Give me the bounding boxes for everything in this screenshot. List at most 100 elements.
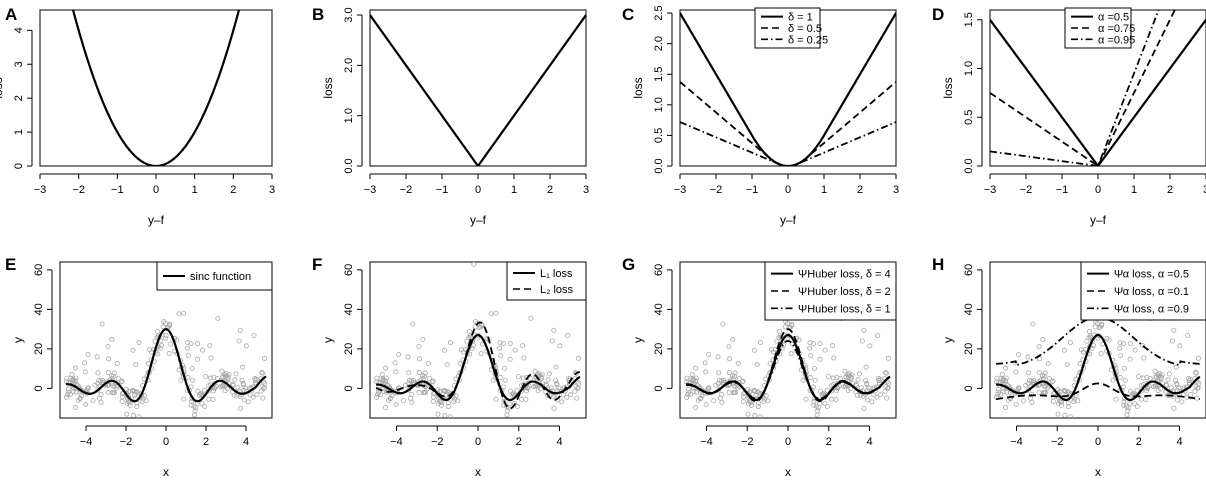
x-tick-label: −2	[1020, 184, 1033, 196]
data-point	[1013, 369, 1019, 375]
data-point	[753, 393, 759, 399]
x-tick-label: −4	[700, 436, 713, 448]
data-point	[1001, 388, 1007, 394]
data-point	[505, 408, 511, 414]
data-point	[834, 374, 840, 380]
series-lines	[375, 321, 581, 410]
data-point	[726, 369, 732, 375]
data-point	[90, 398, 96, 404]
data-point	[1041, 383, 1047, 389]
series-lines	[686, 328, 891, 403]
data-point	[250, 394, 256, 400]
data-point	[374, 394, 380, 400]
data-point	[232, 377, 238, 383]
data-point	[574, 395, 580, 401]
data-point	[860, 393, 866, 399]
data-point	[573, 370, 579, 376]
x-tick-label: 4	[1176, 436, 1182, 448]
data-point	[1084, 338, 1090, 344]
y-tick-label: 20	[653, 343, 665, 355]
plot-frame	[39, 9, 273, 167]
data-point	[109, 336, 115, 342]
data-point	[1179, 399, 1185, 405]
data-point	[207, 375, 213, 381]
data-point	[1003, 378, 1009, 384]
data-point	[1003, 365, 1009, 371]
data-point	[95, 370, 101, 376]
data-point	[565, 333, 571, 339]
y-tick-label: 1.5	[653, 67, 665, 82]
data-point	[110, 383, 116, 389]
data-point	[71, 388, 77, 394]
data-point	[68, 376, 74, 382]
data-point	[885, 355, 891, 361]
x-tick-label: 4	[866, 436, 872, 448]
data-point	[514, 387, 520, 393]
data-point	[564, 394, 570, 400]
data-point	[519, 396, 525, 402]
data-point	[251, 333, 257, 339]
y-tick-label: 1.0	[343, 108, 355, 123]
x-tick-label: 0	[475, 436, 481, 448]
data-point	[115, 375, 121, 381]
data-point	[713, 382, 719, 388]
data-point	[1049, 379, 1055, 385]
data-point	[755, 400, 761, 406]
data-point	[105, 390, 111, 396]
data-point	[721, 378, 727, 384]
data-point	[1090, 342, 1096, 348]
data-point	[721, 379, 727, 385]
data-point	[1158, 375, 1164, 381]
x-tick-label: 2	[1167, 184, 1173, 196]
x-tick-label: 0	[153, 184, 159, 196]
x-tick-label: 2	[547, 184, 553, 196]
data-point	[1192, 388, 1198, 394]
data-point	[199, 401, 205, 407]
y-tick-label: 1	[13, 129, 25, 135]
data-point	[155, 351, 161, 357]
data-point	[237, 327, 243, 333]
data-point	[757, 340, 763, 346]
y-tick-label: 40	[33, 303, 45, 315]
data-point	[886, 380, 892, 386]
data-point	[814, 412, 820, 418]
data-point	[416, 390, 422, 396]
data-point	[694, 389, 700, 395]
series-line	[680, 121, 896, 166]
y-tick-label: 0	[343, 385, 355, 391]
data-point	[810, 341, 816, 347]
data-point	[684, 394, 690, 400]
data-point	[735, 385, 741, 391]
y-tick-label: 0.0	[653, 158, 665, 173]
data-point	[702, 360, 708, 366]
data-point	[695, 397, 701, 403]
data-point	[1144, 374, 1150, 380]
data-point	[788, 351, 794, 357]
legend-label: Ψα loss, α =0.5	[1114, 269, 1189, 281]
x-tick-label: −2	[400, 184, 413, 196]
x-axis-label: x	[163, 465, 169, 479]
data-point	[817, 356, 823, 362]
data-point	[383, 405, 389, 411]
data-point	[711, 398, 717, 404]
data-point	[548, 385, 554, 391]
data-point	[833, 396, 839, 402]
data-point	[202, 404, 208, 410]
data-point	[185, 353, 191, 359]
panel-letter: A	[5, 5, 17, 24]
data-point	[784, 320, 790, 326]
legend-label: α =0.5	[1098, 12, 1129, 24]
data-point	[817, 388, 823, 394]
data-point	[1097, 324, 1103, 330]
data-point	[66, 389, 72, 395]
data-point	[1077, 361, 1083, 367]
data-point	[247, 392, 253, 398]
data-point	[871, 392, 877, 398]
data-point	[82, 369, 88, 375]
data-point	[184, 345, 190, 351]
data-point	[557, 343, 563, 349]
data-point	[726, 390, 732, 396]
data-point	[1124, 412, 1130, 418]
data-point	[1177, 343, 1183, 349]
data-point	[470, 342, 476, 348]
